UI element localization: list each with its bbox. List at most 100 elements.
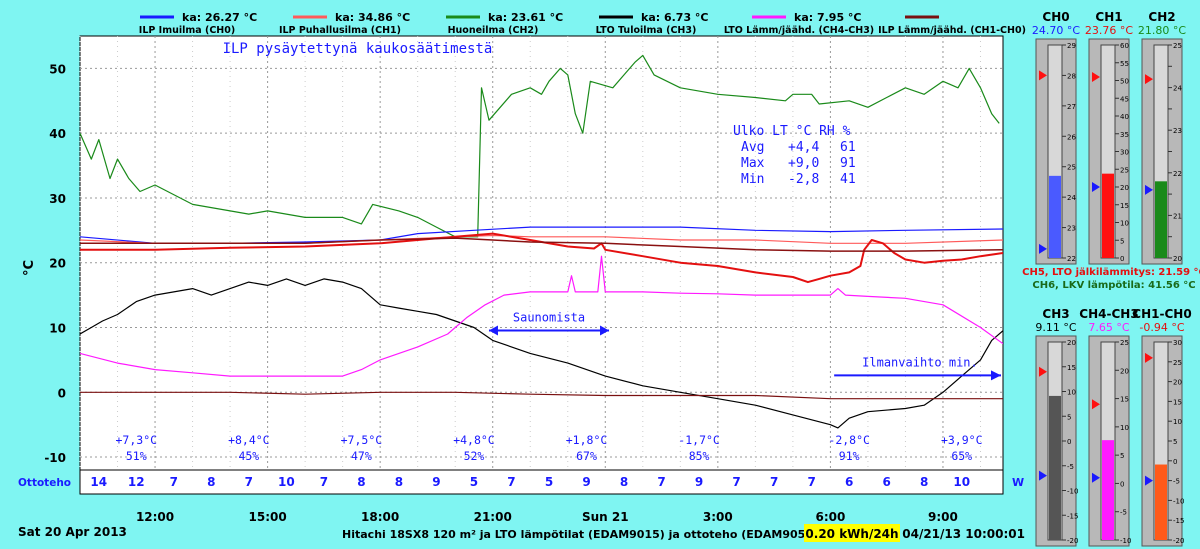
gauge-max-marker xyxy=(1092,399,1100,410)
gauge-max-marker xyxy=(1092,71,1100,82)
gauge-tick-label: 10 xyxy=(1120,220,1129,228)
weather-temp: +4,8°C xyxy=(453,433,495,447)
gauge-fill xyxy=(1049,395,1061,540)
gauge-tick-label: 20 xyxy=(1173,379,1182,387)
ottoteho-value: 9 xyxy=(432,475,440,489)
ottoteho-value: 8 xyxy=(207,475,215,489)
ottoteho-value: 12 xyxy=(128,475,145,489)
ottoteho-value: 7 xyxy=(807,475,815,489)
chart-title: ILP pysäytettynä kaukosäätimestä xyxy=(223,41,493,57)
legend-average: ka: 23.61 °C xyxy=(488,11,563,24)
gauge-tick-label: 5 xyxy=(1173,438,1177,446)
ottoteho-strip xyxy=(79,469,1004,495)
gauge-fill xyxy=(1049,175,1061,258)
gauge-value: 21.80 °C xyxy=(1138,24,1186,37)
stats-row-temp: +4,4 xyxy=(788,140,819,155)
ottoteho-value: 5 xyxy=(545,475,553,489)
x-tick-label: 9:00 xyxy=(928,510,958,524)
gauge-tick-label: -20 xyxy=(1173,537,1184,545)
y-tick-label: 40 xyxy=(49,127,66,141)
annotation-arrowhead xyxy=(488,325,498,336)
gauge-tick-label: -10 xyxy=(1173,497,1184,505)
gauge-name: CH2 xyxy=(1148,10,1175,24)
gauge-max-marker xyxy=(1145,74,1153,85)
footer-caption: Hitachi 18SX8 120 m² ja LTO lämpötilat (… xyxy=(342,528,818,541)
footer-timestamp: 04/21/13 10:00:01 xyxy=(902,527,1025,541)
y-tick-label: -10 xyxy=(44,451,66,465)
gauge-tick-label: 60 xyxy=(1120,42,1129,50)
ottoteho-value: 7 xyxy=(245,475,253,489)
footer-energy: 0.20 kWh/24h xyxy=(805,527,898,541)
series-line xyxy=(80,255,1003,377)
gauge-tick-label: 10 xyxy=(1067,389,1076,397)
gauge-tick-label: -5 xyxy=(1173,478,1180,486)
ottoteho-value: 7 xyxy=(770,475,778,489)
ottoteho-value: 9 xyxy=(582,475,590,489)
gauge-value: 23.76 °C xyxy=(1085,24,1133,37)
ottoteho-value: 5 xyxy=(470,475,478,489)
gauge-tick-label: 27 xyxy=(1067,103,1076,111)
series-line xyxy=(80,391,1003,400)
gauge-tick-label: 29 xyxy=(1067,42,1076,50)
legend-series-name: Huoneilma (CH2) xyxy=(448,25,539,36)
stats-header: Ulko LT °C RH % xyxy=(733,124,851,139)
gauge-name: CH1-CH0 xyxy=(1132,307,1191,321)
gauge-tick-label: 21 xyxy=(1173,212,1182,220)
weather-temp: +7,3°C xyxy=(116,433,158,447)
gauge-tick-label: 20 xyxy=(1067,339,1076,347)
gauge-fill xyxy=(1155,181,1167,258)
gauge-tick-label: -10 xyxy=(1120,537,1131,545)
gauge-min-marker xyxy=(1039,243,1047,254)
gauge-tick-label: 25 xyxy=(1120,339,1129,347)
y-axis-label: °C xyxy=(22,260,37,276)
x-tick-label: Sun 21 xyxy=(582,510,629,524)
stats-row-rh: 61 xyxy=(840,140,856,155)
gauge-tick-label: -20 xyxy=(1067,537,1078,545)
gauge-tick-label: 24 xyxy=(1173,85,1182,93)
x-tick-label: 15:00 xyxy=(249,510,287,524)
gauge-tick-label: -5 xyxy=(1067,463,1074,471)
x-tick-label: 18:00 xyxy=(361,510,399,524)
weather-temp: +8,4°C xyxy=(228,433,270,447)
gauge-tick-label: 0 xyxy=(1067,438,1071,446)
legend-series-name: ILP Lämm/jäähd. (CH1-CH0) xyxy=(878,25,1026,36)
gauge-tick-label: 55 xyxy=(1120,60,1129,68)
gauge-tick-label: 15 xyxy=(1067,364,1076,372)
ottoteho-value: 7 xyxy=(170,475,178,489)
x-tick-label: 12:00 xyxy=(136,510,174,524)
annotation-arrowhead xyxy=(600,325,610,336)
gauge-tick-label: -15 xyxy=(1067,512,1078,520)
gauge-tick-label: 23 xyxy=(1067,225,1076,233)
gauge-min-marker xyxy=(1145,475,1153,486)
footer-date: Sat 20 Apr 2013 xyxy=(18,525,127,539)
y-tick-label: 20 xyxy=(49,257,66,271)
gauge-tick-label: 25 xyxy=(1067,164,1076,172)
legend-average: ka: 6.73 °C xyxy=(641,11,709,24)
ottoteho-value: 8 xyxy=(395,475,403,489)
gauge-max-marker xyxy=(1145,352,1153,363)
side-note: CH6, LKV lämpötila: 41.56 °C xyxy=(1032,280,1195,291)
gauge-tick-label: 5 xyxy=(1067,413,1071,421)
plot-area xyxy=(79,35,1004,471)
gauge-value: 24.70 °C xyxy=(1032,24,1080,37)
annotation-label: Saunomista xyxy=(513,310,585,324)
gauge-tick-label: 35 xyxy=(1120,131,1129,139)
gauge-min-marker xyxy=(1092,182,1100,192)
legend-series-name: LTO Tuloilma (CH3) xyxy=(596,25,697,36)
legend-average: ka: 26.27 °C xyxy=(182,11,257,24)
gauge-value: 9.11 °C xyxy=(1035,321,1076,334)
stats-row-label: Avg xyxy=(741,140,764,155)
gauge-tick-label: 20 xyxy=(1120,367,1129,375)
gauge-name: CH3 xyxy=(1042,307,1069,321)
weather-temp: -1,7°C xyxy=(678,433,720,447)
stats-row-rh: 41 xyxy=(840,172,856,187)
weather-rh: 67% xyxy=(576,449,597,463)
gauge-name: CH0 xyxy=(1042,10,1069,24)
weather-temp: +3,9°C xyxy=(941,433,983,447)
stats-row-temp: -2,8 xyxy=(788,172,819,187)
x-tick-label: 3:00 xyxy=(703,510,733,524)
stats-row-label: Max xyxy=(741,156,765,171)
energy-box xyxy=(804,524,900,542)
